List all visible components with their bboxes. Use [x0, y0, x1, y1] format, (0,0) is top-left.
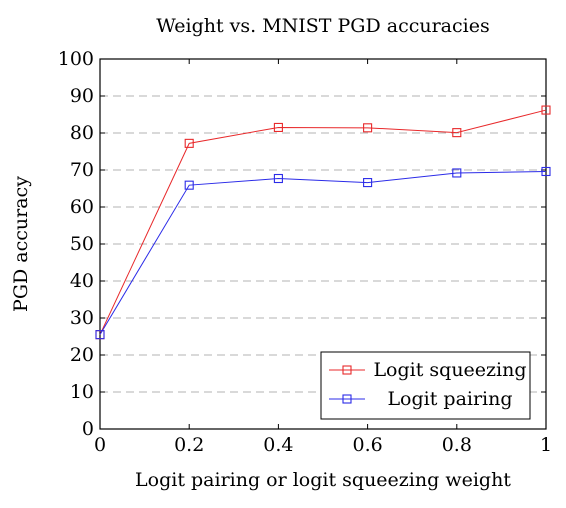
series-line [99, 170, 547, 335]
data-point [95, 330, 105, 340]
legend-box [320, 351, 531, 420]
x-axis-label: Logit pairing or logit squeezing weight [135, 469, 511, 491]
x-tick-label: 0.6 [352, 434, 382, 456]
data-point [541, 166, 551, 177]
legend-marker [342, 365, 352, 375]
legend-marker [342, 394, 352, 404]
data-point [184, 138, 194, 148]
y-tick-label: 40 [70, 270, 94, 292]
legend-label: Logit pairing [387, 388, 512, 410]
x-tick-label: 0 [94, 434, 106, 456]
data-point [363, 178, 373, 188]
data-point [452, 128, 462, 138]
y-tick-label: 50 [70, 233, 94, 255]
y-tick-label: 70 [70, 159, 94, 181]
y-tick-label: 90 [70, 85, 94, 107]
data-point [184, 180, 194, 190]
legend: Logit squeezing Logit pairing [320, 351, 531, 420]
x-tick-label: 1 [540, 434, 552, 456]
x-tick-label: 0.2 [174, 434, 204, 456]
chart-title: Weight vs. MNIST PGD accuracies [156, 15, 489, 37]
y-tick-label: 30 [70, 307, 94, 329]
axes: 0 10 20 30 40 50 60 70 80 90 100 0 0.2 0.4 0.6 0.8 1 [58, 48, 552, 456]
y-tick-label: 10 [70, 381, 94, 403]
grid-lines [100, 95, 546, 393]
x-tick-label: 0.4 [263, 434, 293, 456]
y-tick-label: 60 [70, 196, 94, 218]
data-point [452, 168, 462, 178]
legend-label: Logit squeezing [373, 359, 526, 381]
data-point [363, 123, 373, 133]
y-axis-label: PGD accuracy [10, 176, 32, 312]
data-point [541, 105, 551, 115]
y-tick-label: 80 [70, 122, 94, 144]
x-tick-label: 0.8 [442, 434, 472, 456]
series-line [99, 109, 547, 335]
y-tick-label: 20 [70, 344, 94, 366]
data-point [273, 173, 283, 184]
series-layer [95, 105, 551, 340]
y-tick-label: 100 [58, 48, 94, 70]
data-point [273, 122, 283, 132]
y-tick-label: 0 [82, 418, 94, 440]
